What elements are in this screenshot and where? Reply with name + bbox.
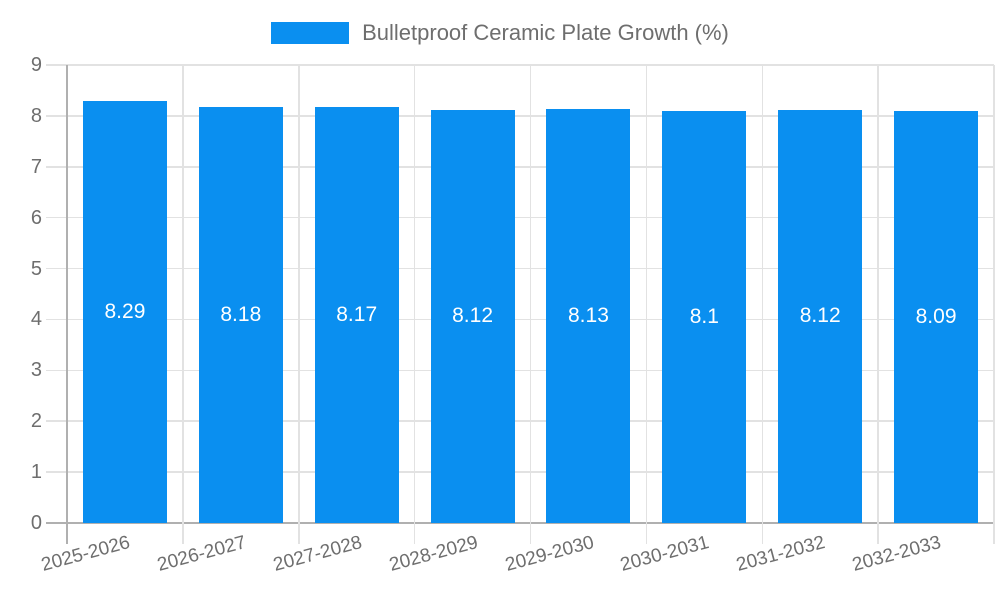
- x-gridline: [761, 65, 763, 544]
- x-axis-tick-label: 2032-2033: [850, 532, 944, 576]
- legend-label: Bulletproof Ceramic Plate Growth (%): [362, 20, 729, 45]
- bar: 8.12: [778, 109, 863, 523]
- bar: 8.18: [198, 106, 283, 523]
- x-axis-line: [46, 522, 994, 524]
- y-axis-tick-label: 9: [30, 54, 42, 76]
- x-gridline: [529, 65, 532, 544]
- x-gridline: [645, 65, 648, 544]
- bar: 8.13: [546, 109, 631, 523]
- bar: 8.09: [894, 111, 979, 523]
- y-axis-tick-label: 8: [30, 104, 42, 127]
- bar-value-label: 8.29: [104, 300, 146, 324]
- y-gridline: [46, 115, 994, 117]
- y-gridline: [46, 369, 994, 372]
- y-axis-line: [66, 65, 68, 544]
- bar-value-label: 8.12: [799, 304, 841, 328]
- y-gridline: [46, 318, 994, 321]
- x-gridline: [993, 65, 995, 544]
- y-axis-tick-label: 2: [30, 410, 42, 433]
- y-gridline: [46, 64, 994, 66]
- x-axis-tick-label: 2027-2028: [270, 532, 365, 576]
- bar-value-label: 8.13: [568, 304, 609, 328]
- bar: 8.1: [662, 110, 747, 523]
- bar-value-label: 8.17: [336, 303, 378, 327]
- y-gridline: [46, 267, 994, 270]
- bar-value-label: 8.1: [689, 304, 719, 328]
- bar-value-label: 8.18: [220, 302, 262, 326]
- x-gridline: [182, 65, 184, 544]
- y-gridline: [46, 420, 994, 422]
- y-axis-tick-label: 7: [30, 155, 42, 178]
- x-axis-tick-label: 2029-2030: [502, 532, 596, 576]
- bar-value-label: 8.09: [915, 305, 957, 329]
- y-axis-tick-label: 5: [30, 257, 42, 280]
- y-axis-tick-label: 0: [30, 512, 42, 534]
- y-axis-tick-label: 1: [30, 461, 42, 484]
- bar-value-label: 8.12: [452, 304, 493, 328]
- y-axis-tick-label: 3: [30, 359, 42, 382]
- legend-swatch-icon: [271, 22, 350, 44]
- chart-legend[interactable]: Bulletproof Ceramic Plate Growth (%): [0, 20, 1000, 46]
- x-gridline: [413, 65, 416, 544]
- x-gridline: [298, 65, 300, 544]
- y-gridline: [46, 471, 994, 473]
- bar: 8.17: [314, 107, 399, 523]
- bar: 8.12: [430, 109, 515, 523]
- x-gridline: [877, 65, 879, 544]
- x-axis-tick-label: 2028-2029: [386, 532, 480, 576]
- x-axis-tick-label: 2025-2026: [39, 532, 133, 576]
- x-axis-tick-label: 2026-2027: [155, 532, 249, 576]
- x-axis-tick-label: 2031-2032: [734, 532, 828, 576]
- x-axis-tick-label: 2030-2031: [618, 532, 712, 576]
- y-axis-tick-label: 6: [30, 206, 42, 229]
- y-axis-tick-label: 4: [30, 308, 42, 331]
- bar: 8.29: [82, 101, 167, 523]
- y-gridline: [46, 166, 994, 168]
- y-gridline: [46, 216, 994, 219]
